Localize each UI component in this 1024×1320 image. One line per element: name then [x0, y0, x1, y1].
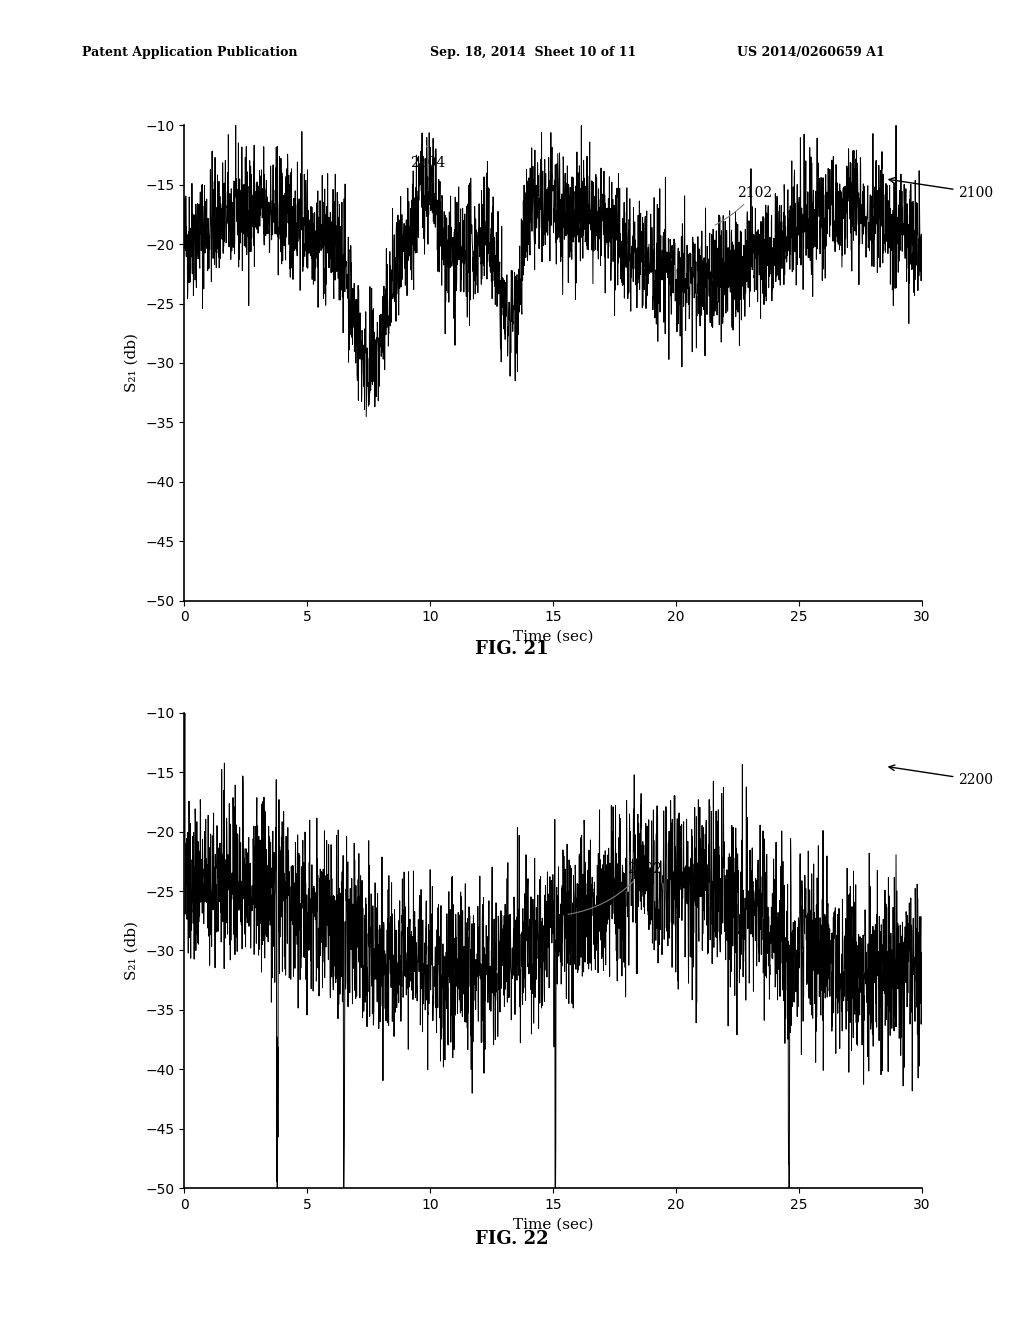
Text: 2202: 2202 — [568, 862, 662, 915]
X-axis label: Time (sec): Time (sec) — [513, 1217, 593, 1232]
Text: 2100: 2100 — [889, 178, 993, 199]
Text: FIG. 21: FIG. 21 — [475, 640, 549, 659]
Text: 2200: 2200 — [889, 766, 993, 787]
Text: FIG. 22: FIG. 22 — [475, 1230, 549, 1249]
Text: Sep. 18, 2014  Sheet 10 of 11: Sep. 18, 2014 Sheet 10 of 11 — [430, 46, 636, 59]
Text: Patent Application Publication: Patent Application Publication — [82, 46, 297, 59]
Text: 2104: 2104 — [411, 145, 445, 170]
Text: US 2014/0260659 A1: US 2014/0260659 A1 — [737, 46, 885, 59]
Y-axis label: S₂₁ (db): S₂₁ (db) — [124, 334, 138, 392]
Text: 2102: 2102 — [715, 186, 772, 226]
Y-axis label: S₂₁ (db): S₂₁ (db) — [124, 921, 138, 979]
X-axis label: Time (sec): Time (sec) — [513, 630, 593, 644]
